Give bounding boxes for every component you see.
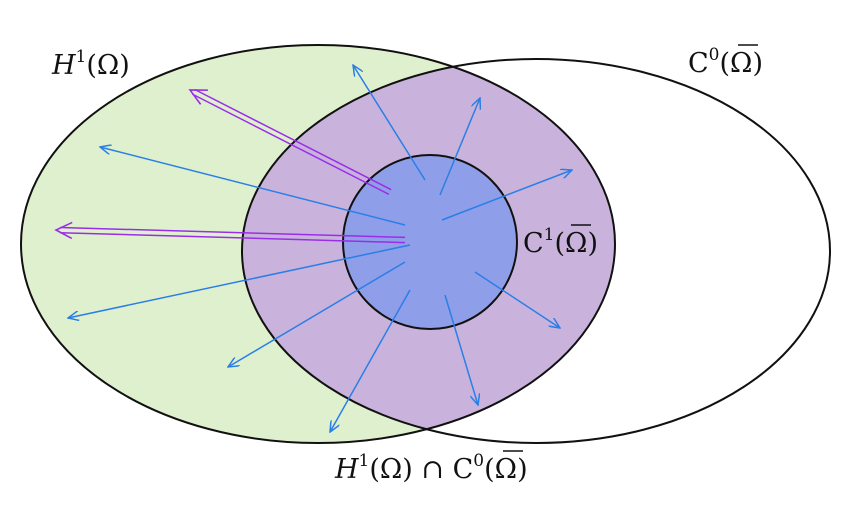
intersection-label-c-omega: Ω [495, 454, 517, 485]
intersection-label-c: C [453, 454, 474, 485]
intersection-region [242, 59, 615, 443]
thin-arrow [228, 261, 406, 367]
intersection-label-c-open: ( [484, 454, 495, 485]
intersection-label: H1(Ω) ∩ C0(Ω) [334, 451, 528, 485]
thin-arrow [68, 244, 411, 318]
c1-label-omega: Ω [565, 228, 587, 259]
thin-arrows [68, 65, 572, 432]
c0-label-sup: 0 [709, 45, 720, 65]
c0-label: C0(Ω) [688, 45, 763, 79]
thin-arrow [474, 271, 560, 328]
h1-label-arg: (Ω) [86, 50, 129, 81]
intersection-label-h-arg: (Ω) [369, 454, 412, 485]
intersection-label-cap: ∩ [413, 454, 453, 485]
c0-outline [241, 58, 831, 444]
c1-label-close: ) [587, 228, 598, 259]
double-arrow [188, 88, 392, 195]
c1-label-sup: 1 [544, 225, 555, 245]
c1-outline [342, 154, 518, 330]
intersection-label-c-close: ) [517, 454, 528, 485]
h1-outline [20, 44, 616, 444]
h1-label-main: H [51, 50, 76, 81]
h1-label-sup: 1 [76, 47, 87, 67]
double-arrow-head [188, 89, 208, 105]
intersection-label-c-sup: 0 [473, 451, 484, 471]
intersection-label-h: H [334, 454, 359, 485]
thin-arrow [100, 147, 406, 226]
thin-arrow [441, 170, 572, 221]
intersection-label-h-sup: 1 [359, 451, 370, 471]
double-arrow [54, 221, 406, 244]
c0-label-main: C [688, 48, 709, 79]
thin-arrow [353, 65, 426, 181]
double-arrow-rail [192, 93, 390, 195]
c0-label-omega: Ω [730, 48, 752, 79]
double-arrow-rail [194, 88, 392, 191]
double-arrow-head [54, 221, 73, 240]
h1-label: H1(Ω) [51, 47, 130, 81]
c0-label-close: ) [752, 48, 763, 79]
c1-region [343, 155, 517, 329]
thin-arrow [330, 289, 411, 432]
c1-label-open: ( [555, 228, 566, 259]
thin-arrow [444, 294, 478, 405]
c1-label-main: C [523, 228, 544, 259]
c0-label-open: ( [720, 48, 731, 79]
thin-arrow [439, 98, 480, 196]
double-arrows [54, 88, 406, 244]
double-arrow-rail [59, 231, 405, 244]
double-arrow-rail [60, 226, 406, 239]
c1-label: C1(Ω) [523, 225, 598, 259]
